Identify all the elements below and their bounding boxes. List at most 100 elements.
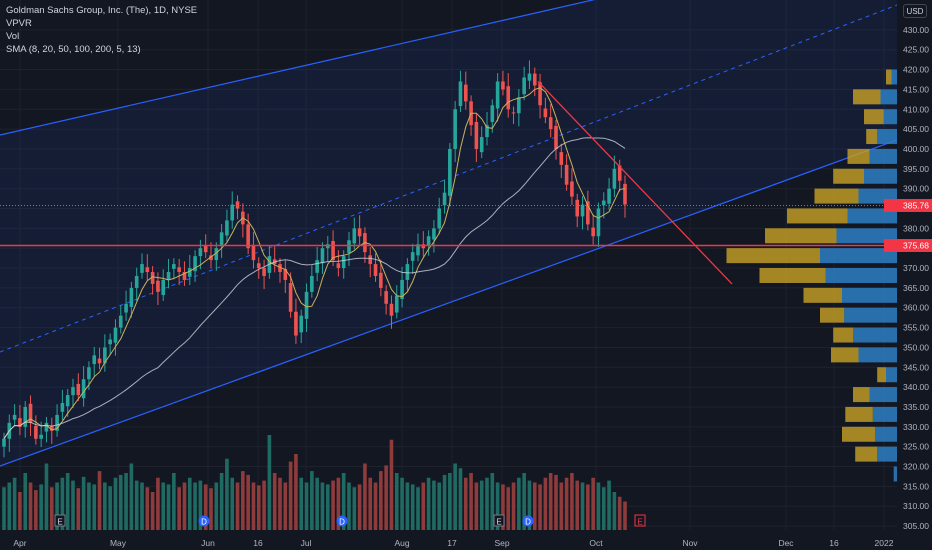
candle-body (118, 315, 123, 328)
vpvr-up-bar (893, 466, 897, 482)
candle-body (97, 358, 102, 364)
vpvr-up-bar (864, 168, 897, 184)
volume-bar (187, 477, 192, 530)
indicator-vol[interactable]: Vol (6, 31, 20, 42)
volume-bar (203, 484, 208, 530)
x-tick-label: Jul (301, 538, 312, 548)
volume-bar (172, 473, 176, 530)
currency-badge[interactable]: USD (903, 4, 927, 18)
vpvr-down-bar (833, 168, 864, 184)
y-tick-label: 325.00 (903, 442, 929, 452)
dividend-marker[interactable] (522, 515, 534, 527)
volume-bar (394, 473, 399, 530)
volume-bar (7, 482, 12, 530)
volume-bar (246, 474, 250, 530)
sma-slow-line[interactable] (3, 137, 626, 439)
volume-bar (76, 488, 81, 530)
candle-body (145, 267, 150, 273)
volume-bar (559, 482, 564, 530)
dividend-marker-label: D (339, 518, 345, 527)
candle-body (357, 228, 362, 237)
earnings-marker[interactable] (54, 514, 66, 527)
earnings-marker[interactable] (493, 514, 505, 527)
y-tick-label: 330.00 (903, 422, 929, 432)
volume-bar (209, 488, 213, 530)
volume-bar (87, 482, 91, 530)
candle-body (161, 279, 166, 296)
earnings-marker[interactable] (634, 514, 646, 527)
candle-body (474, 121, 479, 149)
volume-bar (421, 482, 426, 530)
vpvr-up-bar (820, 248, 897, 264)
candle-body (172, 264, 176, 269)
volume-bar (161, 482, 166, 530)
candle-body (71, 387, 75, 396)
y-tick-label: 360.00 (903, 303, 929, 313)
candle-body (12, 414, 17, 420)
y-tick-label: 320.00 (903, 462, 929, 472)
volume-bar (575, 480, 580, 530)
vpvr-down-bar (886, 69, 892, 85)
volume-bar (156, 477, 160, 530)
vpvr-down-bar (864, 109, 884, 125)
candle-body (591, 227, 595, 237)
indicator-sma[interactable]: SMA (8, 20, 50, 100, 200, 5, 13) (6, 44, 141, 55)
y-tick-label: 380.00 (903, 223, 929, 233)
symbol-title[interactable]: Goldman Sachs Group, Inc. (The), 1D, NYS… (6, 5, 198, 16)
dividend-marker[interactable] (198, 515, 210, 527)
volume-bar (113, 477, 118, 530)
volume-bar (315, 477, 319, 530)
candle-body (225, 220, 229, 236)
earnings-marker-label: E (496, 518, 501, 527)
volume-bar (357, 484, 362, 530)
channel-upper-line[interactable] (0, 0, 610, 136)
vpvr-down-bar (765, 228, 837, 244)
candle-body (532, 73, 537, 86)
earnings-marker-label: E (637, 518, 642, 527)
volume-bar (118, 474, 123, 530)
candle-body (65, 395, 70, 407)
volume-bar (288, 461, 293, 530)
volume-bar (34, 490, 38, 530)
x-tick-label: Apr (13, 538, 26, 548)
sma-fast-line[interactable] (3, 87, 626, 439)
candle-body (28, 403, 33, 423)
channel-lower-line[interactable] (0, 139, 898, 467)
volume-bar (416, 487, 420, 530)
volume-bar (145, 487, 150, 530)
vpvr-up-bar (875, 426, 897, 442)
candle-body (55, 414, 59, 431)
x-tick-label: Sep (494, 538, 509, 548)
x-tick-label: Oct (589, 538, 603, 548)
candle-body (373, 264, 378, 276)
candle-body (81, 379, 86, 399)
volume-bar (55, 482, 59, 530)
candle-body (554, 125, 558, 149)
indicator-vpvr[interactable]: VPVR (6, 18, 32, 29)
candle-body (400, 279, 404, 300)
vpvr-down-bar (726, 248, 820, 264)
dividend-marker-label: D (201, 518, 207, 527)
y-tick-label: 305.00 (903, 521, 929, 531)
volume-bar (607, 480, 611, 530)
volume-bar (150, 492, 155, 530)
candle-body (570, 181, 574, 197)
volume-bar (219, 473, 224, 530)
volume-bar (591, 477, 595, 530)
candle-body (315, 260, 319, 273)
volume-bar (294, 454, 298, 530)
time-axis[interactable] (0, 538, 932, 550)
candle-body (347, 240, 351, 253)
y-tick-label: 370.00 (903, 263, 929, 273)
volume-bar (384, 465, 388, 530)
y-tick-label: 365.00 (903, 283, 929, 293)
candle-body (437, 208, 442, 229)
dividend-marker[interactable] (336, 515, 348, 527)
descending-trendline[interactable] (537, 81, 733, 285)
price-axis[interactable] (897, 0, 932, 550)
candle-body (543, 108, 548, 118)
candle-body (448, 148, 452, 196)
candle-body (182, 272, 187, 280)
volume-bar (511, 482, 516, 530)
